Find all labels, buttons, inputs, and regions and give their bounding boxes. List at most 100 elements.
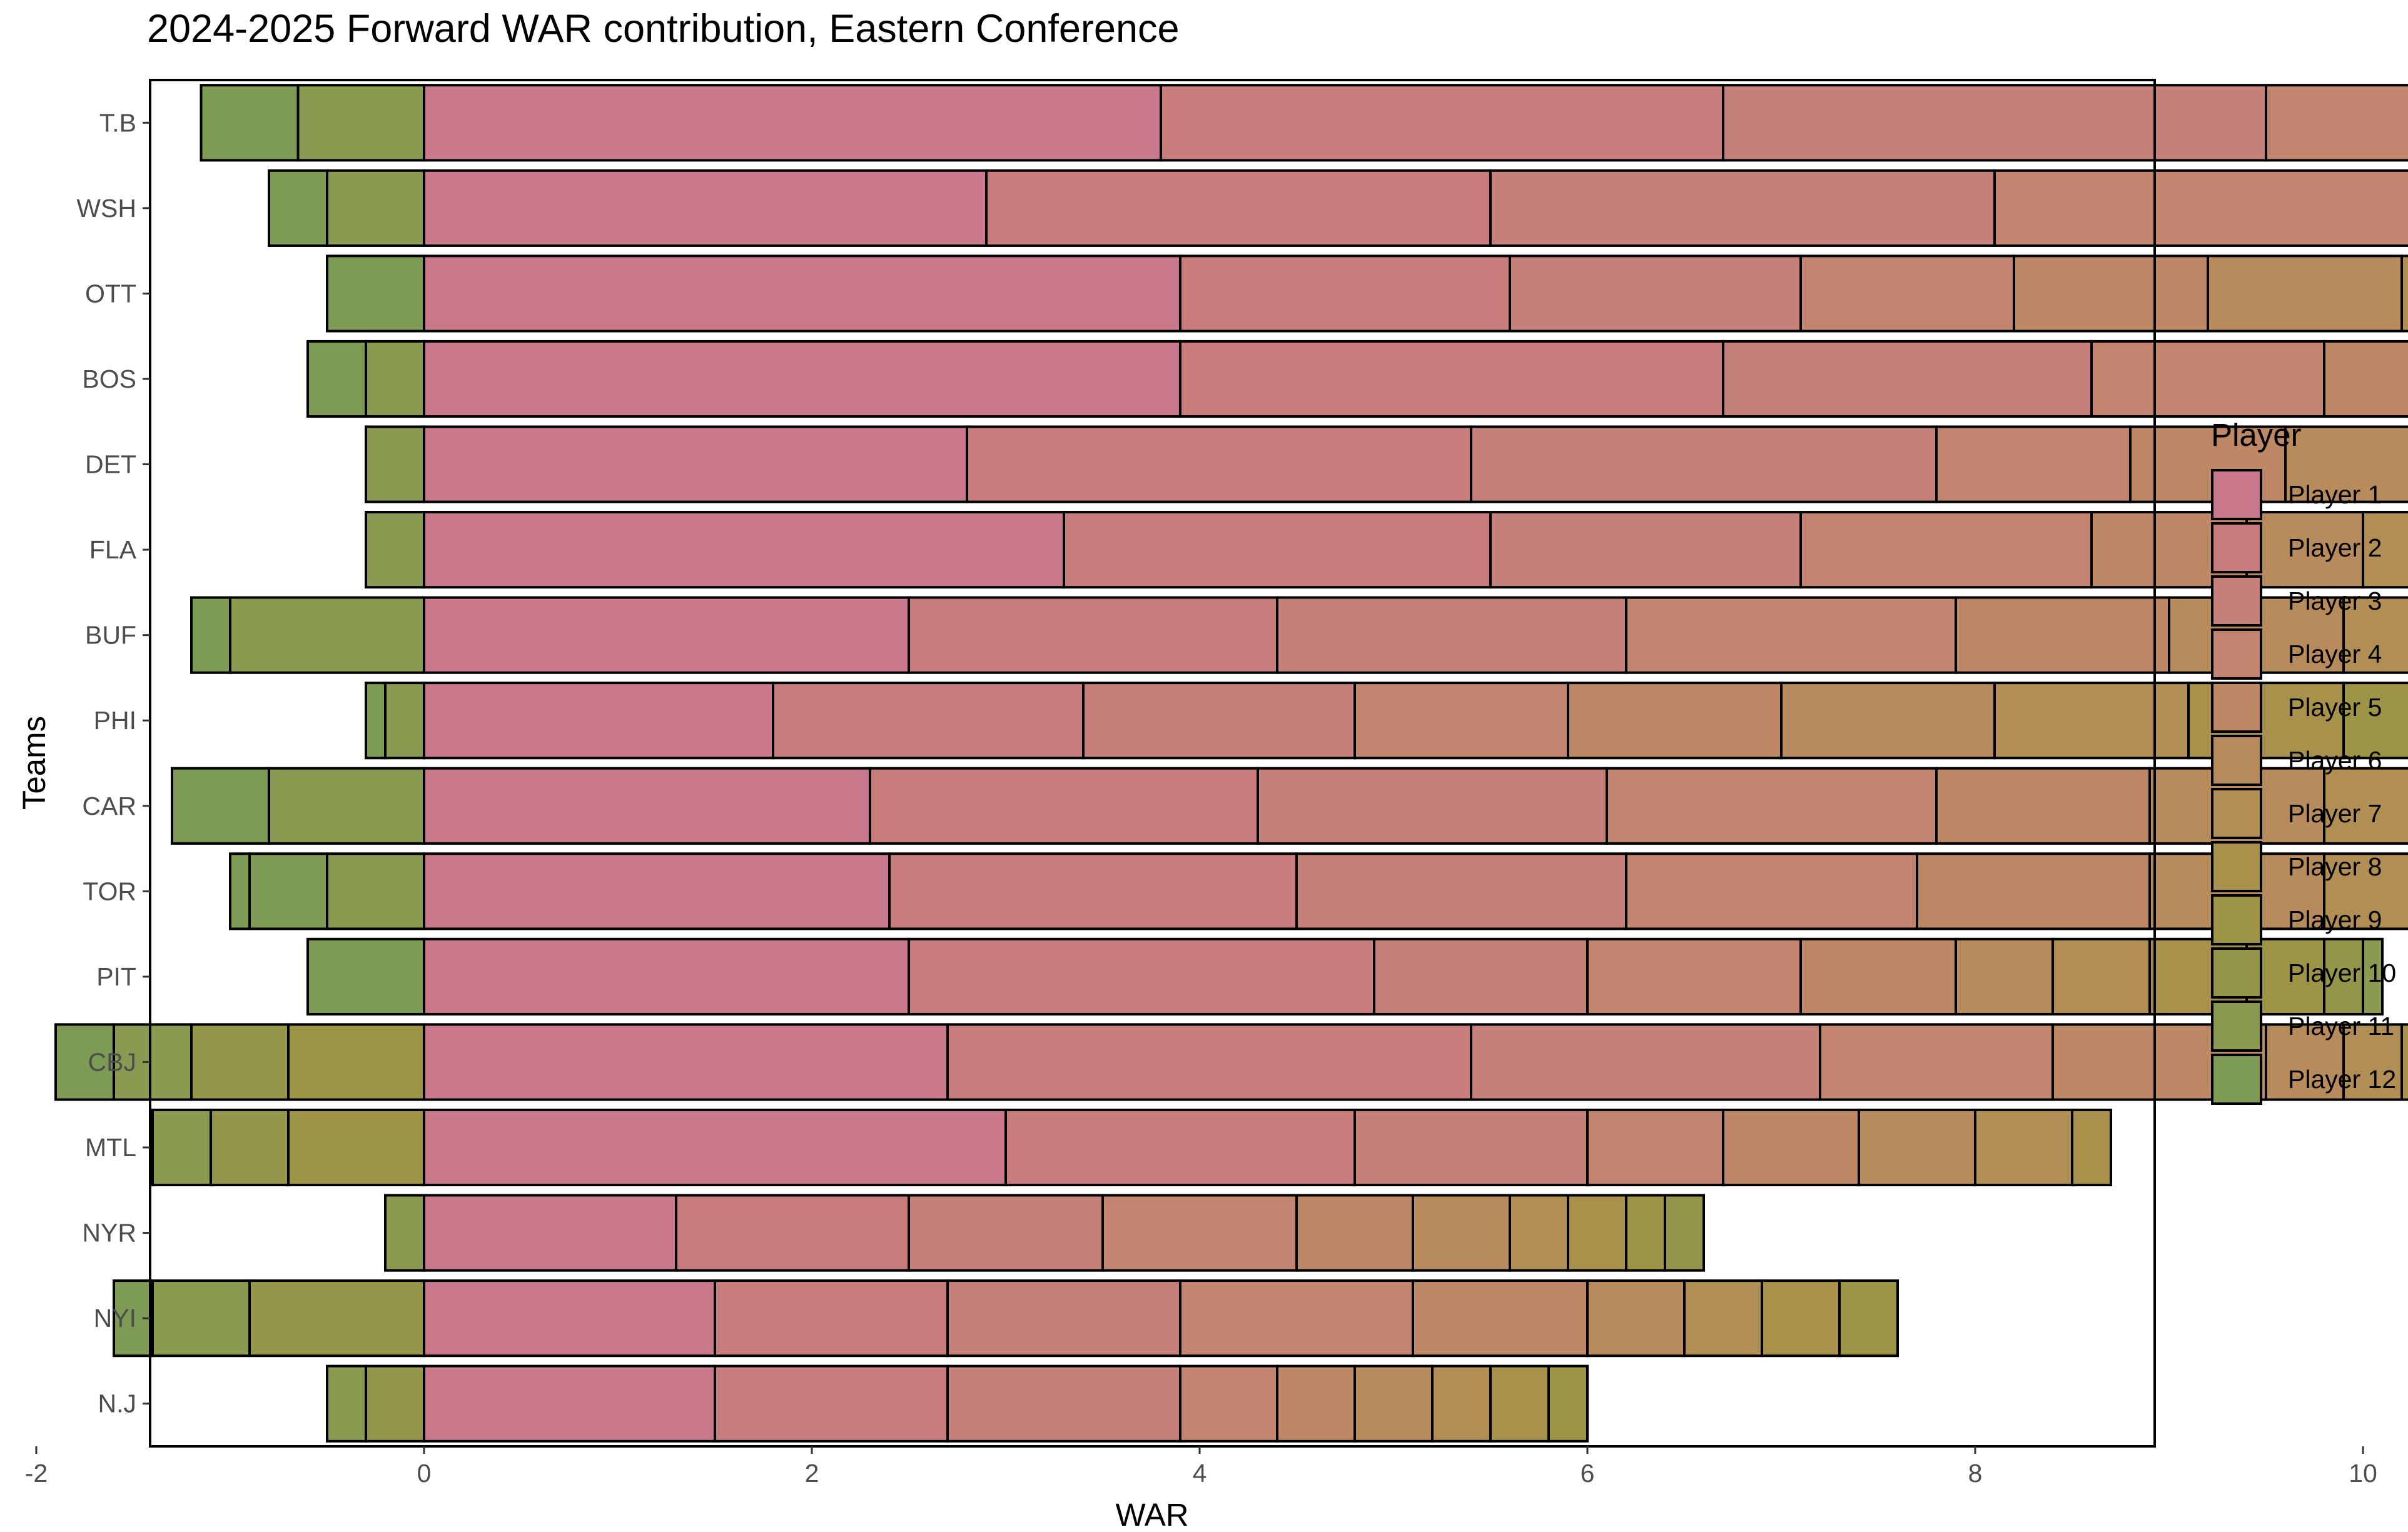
- bar-segment: [1489, 1364, 1550, 1443]
- bar-segment: [888, 852, 1298, 930]
- bar-segment: [675, 1194, 910, 1272]
- bar-segment: [1257, 767, 1608, 845]
- bar-segment: [326, 254, 425, 333]
- bar-segment: [714, 1364, 949, 1443]
- bar-segment: [1935, 425, 2132, 503]
- y-axis-title: Teams: [16, 716, 52, 810]
- bar-segment: [2323, 767, 2408, 845]
- bar-segment: [1567, 1194, 1627, 1272]
- legend-label: Player 9: [2288, 905, 2382, 934]
- bar-segment: [190, 596, 231, 674]
- bar-segment: [229, 852, 251, 930]
- x-axis-title: WAR: [1115, 1497, 1188, 1532]
- bar-segment: [1353, 682, 1569, 760]
- legend-key: [2211, 469, 2262, 520]
- bar-segment: [714, 1279, 949, 1358]
- bar-segment: [1664, 1194, 1705, 1272]
- bar-segment: [287, 1108, 425, 1187]
- bar-segment: [908, 937, 1375, 1015]
- legend-label: Player 1: [2288, 480, 2382, 509]
- y-tick-label: PIT: [96, 962, 136, 991]
- bar-segment: [1780, 682, 1996, 760]
- bar-segment: [1295, 1194, 1414, 1272]
- bar-segment: [1276, 1364, 1356, 1443]
- bar-segment: [326, 169, 425, 247]
- bar-segment: [1373, 937, 1589, 1015]
- legend-key: [2211, 1054, 2262, 1105]
- bar-segment: [908, 596, 1278, 674]
- bar-segment: [1179, 254, 1511, 333]
- x-tick-label: 4: [1193, 1459, 1207, 1488]
- x-tick-label: 0: [417, 1459, 432, 1488]
- bar-segment: [306, 937, 425, 1015]
- y-tick-label: NYR: [82, 1219, 136, 1247]
- bar-segment: [1276, 596, 1627, 674]
- bar-segment: [423, 169, 988, 247]
- legend-label: Player 12: [2288, 1065, 2396, 1094]
- bar-segment: [1625, 596, 1957, 674]
- bar-segment: [966, 425, 1472, 503]
- bar-segment: [1683, 1279, 1763, 1358]
- bar-segment: [946, 1023, 1472, 1101]
- legend-key: [2211, 947, 2262, 999]
- bar-segment: [423, 1279, 716, 1358]
- bar-segment: [1179, 1279, 1414, 1358]
- bar-segment: [1431, 1364, 1492, 1443]
- bar-segment: [2323, 340, 2408, 418]
- y-tick-label: BUF: [85, 621, 136, 650]
- bar-segment: [1819, 1023, 2054, 1101]
- y-tick-label: PHI: [94, 706, 136, 735]
- bar-segment: [908, 1194, 1104, 1272]
- y-tick-label: NYI: [94, 1304, 136, 1333]
- bar-segment: [113, 1023, 193, 1101]
- bar-segment: [365, 425, 425, 503]
- bar-segment: [423, 511, 1065, 589]
- bar-segment: [326, 852, 425, 930]
- legend-label: Player 2: [2288, 533, 2382, 562]
- bar-segment: [384, 682, 425, 760]
- bar-segment: [2071, 1108, 2112, 1187]
- legend-label: Player 8: [2288, 852, 2382, 881]
- legend-title: Player: [2211, 417, 2302, 453]
- bar-segment: [248, 1279, 425, 1358]
- y-tick-label: CAR: [82, 792, 136, 820]
- legend-key: [2211, 628, 2262, 680]
- bar-segment: [151, 1108, 212, 1187]
- legend-label: Player 10: [2288, 959, 2396, 987]
- legend-label: Player 7: [2288, 799, 2382, 828]
- bar-segment: [365, 682, 387, 760]
- bar-segment: [268, 767, 425, 845]
- bar-segment: [1799, 511, 2093, 589]
- bar-segment: [423, 1023, 949, 1101]
- bar-segment: [1353, 1364, 1434, 1443]
- bar-segment: [1625, 852, 1918, 930]
- y-tick-label: FLA: [89, 535, 137, 564]
- bar-segment: [2362, 937, 2384, 1015]
- y-tick-label: T.B: [99, 108, 136, 137]
- bar-segment: [1470, 1023, 1821, 1101]
- bar-segment: [869, 767, 1259, 845]
- y-tick-label: WSH: [76, 194, 136, 223]
- bar-segment: [1722, 84, 2267, 162]
- bar-segment: [210, 1108, 290, 1187]
- bar-segment: [1295, 852, 1627, 930]
- bar-segment: [306, 340, 367, 418]
- bar-segment: [423, 84, 1162, 162]
- legend-label: Player 11: [2288, 1012, 2394, 1041]
- x-tick-label: -2: [25, 1459, 48, 1488]
- legend-key: [2211, 522, 2262, 573]
- bar-segment: [1606, 767, 1938, 845]
- bar-segment: [2323, 852, 2408, 930]
- bar-segment: [1509, 254, 1802, 333]
- bar-segment: [2342, 682, 2408, 760]
- bar-segment: [1799, 254, 2015, 333]
- bar-segment: [1179, 1364, 1278, 1443]
- legend-label: Player 4: [2288, 640, 2382, 668]
- bar-segment: [946, 1279, 1181, 1358]
- y-tick-label: BOS: [82, 365, 136, 393]
- x-tick-label: 2: [805, 1459, 819, 1488]
- legend-key: [2211, 575, 2262, 627]
- bar-segment: [365, 340, 425, 418]
- bar-segment: [2051, 937, 2151, 1015]
- bar-segment: [2207, 254, 2403, 333]
